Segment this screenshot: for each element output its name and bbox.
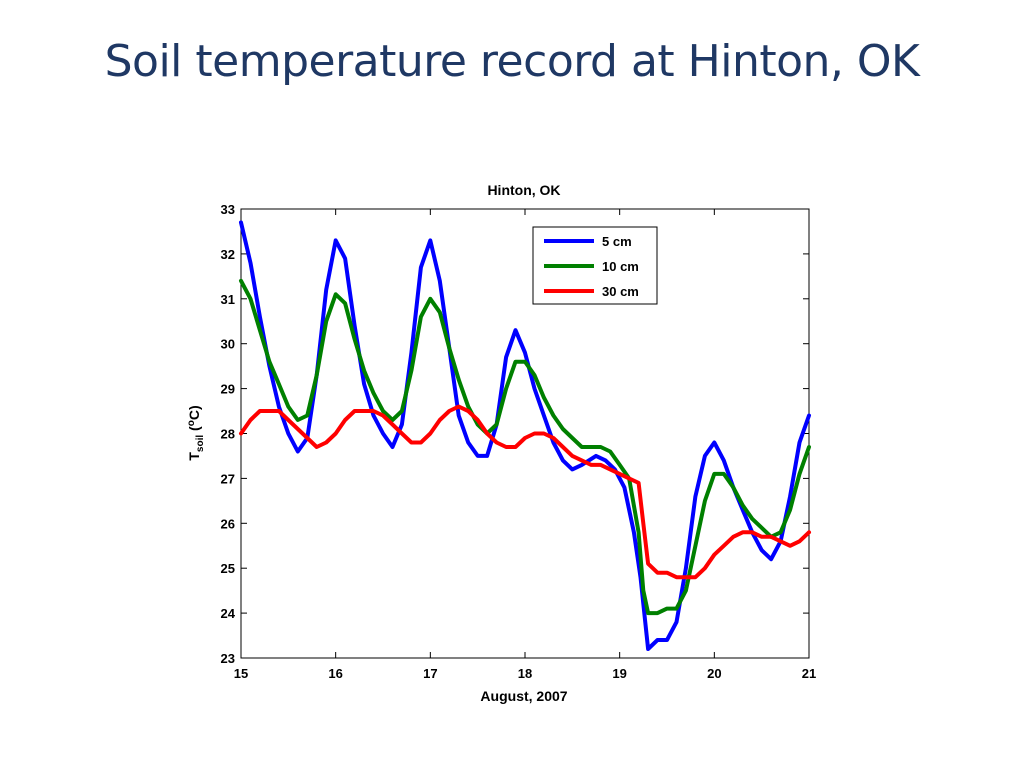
legend-label: 10 cm	[602, 259, 639, 274]
x-tick-label: 21	[802, 666, 816, 681]
y-axis-label-close: C)	[186, 405, 202, 420]
legend: 5 cm 10 cm 30 cm	[532, 226, 658, 305]
plot-area	[240, 208, 810, 659]
y-tick-label: 32	[221, 247, 235, 262]
y-tick-label: 28	[221, 427, 235, 442]
x-tick-label: 20	[707, 666, 721, 681]
series-line-10-cm	[239, 278, 811, 616]
x-tick-label: 19	[612, 666, 626, 681]
legend-label: 30 cm	[602, 284, 639, 299]
y-tick-label: 23	[221, 651, 235, 666]
series-lines	[239, 220, 811, 651]
chart-title: Hinton, OK	[487, 182, 560, 198]
y-axis-label-main: T	[186, 452, 202, 461]
y-axis-label-sup: o	[186, 420, 197, 426]
series-line-30-cm	[239, 404, 811, 580]
y-tick-label: 26	[221, 516, 235, 531]
y-tick-label: 33	[221, 202, 235, 217]
x-tick-labels: 15 16 17 18 19 20 21	[234, 666, 816, 681]
y-tick-label: 27	[221, 471, 235, 486]
y-tick-label: 29	[221, 382, 235, 397]
y-tick-labels: 23 24 25 26 27 28 29 30 31 32 33	[221, 202, 236, 666]
y-tick-label: 24	[221, 606, 236, 621]
x-tick-label: 18	[518, 666, 532, 681]
series-line-5-cm	[239, 220, 811, 651]
x-tick-label: 17	[423, 666, 437, 681]
y-axis-label: Tsoil (oC)	[186, 405, 206, 460]
y-tick-label: 31	[221, 292, 235, 307]
y-axis-label-sub: soil	[195, 435, 206, 452]
y-axis-label-open: (	[186, 426, 202, 435]
y-tick-label: 25	[221, 561, 235, 576]
x-tick-label: 15	[234, 666, 248, 681]
x-tick-label: 16	[328, 666, 342, 681]
slide-title: Soil temperature record at Hinton, OK	[104, 36, 920, 87]
y-tick-label: 30	[221, 337, 235, 352]
legend-label: 5 cm	[602, 234, 632, 249]
x-axis-label: August, 2007	[480, 688, 567, 704]
axis-ticks	[240, 208, 810, 659]
